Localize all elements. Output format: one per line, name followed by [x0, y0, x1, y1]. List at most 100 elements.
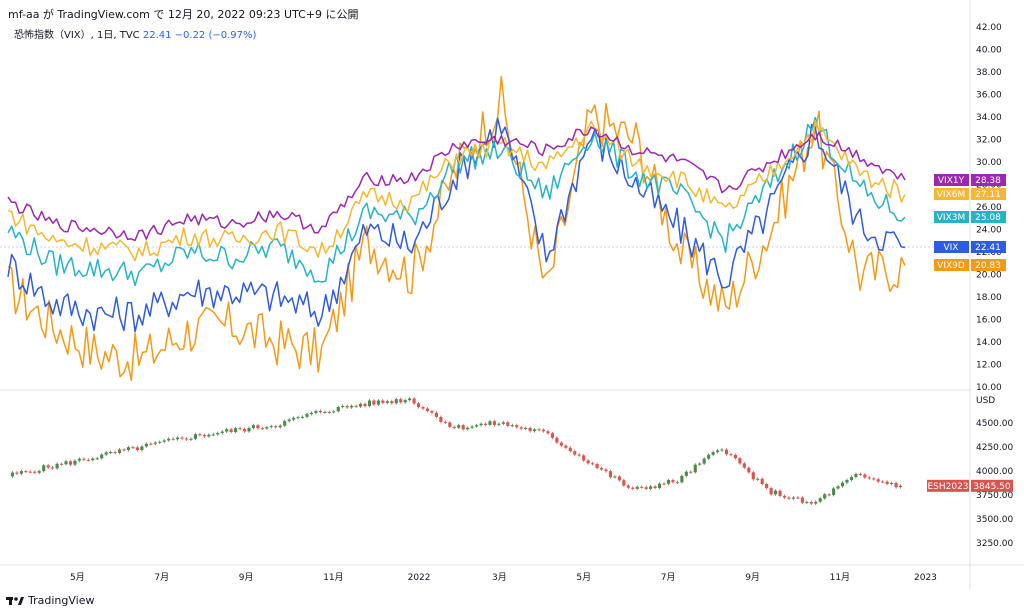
time-axis-label: 2023	[914, 573, 937, 583]
es-candle-body	[417, 403, 421, 408]
es-candle-body	[787, 497, 791, 499]
series-line-vix6m	[7, 119, 906, 262]
es-candle-body	[689, 471, 693, 473]
vix-y-tick-label: 40.00	[976, 46, 1002, 56]
es-candle-body	[537, 429, 541, 431]
vix-y-tick-label: 36.00	[976, 91, 1002, 101]
es-candle-body	[372, 400, 376, 405]
es-candle-body	[122, 449, 126, 451]
series-tag-name: VIX9D	[937, 261, 965, 271]
es-candle-body	[95, 458, 99, 460]
time-axis-label: 11月	[830, 572, 850, 583]
series-line-vix3m	[7, 116, 906, 287]
es-candle-body	[657, 483, 662, 489]
es-y-tick-label: 4500.00	[976, 419, 1013, 429]
series-tag-name: VIX1Y	[938, 176, 965, 186]
series-tag-value: 22.41	[975, 243, 1001, 253]
es-candle-body	[894, 482, 898, 488]
es-candle-body	[466, 427, 470, 430]
es-candle-body	[341, 405, 345, 407]
es-candle-body	[791, 497, 795, 499]
es-tag-value: 3845.50	[973, 482, 1010, 492]
es-candle-body	[332, 411, 336, 413]
time-axis-label: 7月	[661, 572, 676, 583]
es-candle-body	[207, 434, 211, 437]
es-candle-body	[858, 474, 862, 476]
es-candle-body	[305, 414, 309, 417]
es-candle-body	[845, 480, 849, 483]
es-candle-body	[524, 427, 528, 429]
es-candle-body	[283, 421, 287, 426]
es-candle-body	[430, 411, 434, 413]
es-candle-body	[751, 472, 755, 480]
es-candle-body	[608, 471, 613, 478]
es-candle-body	[260, 428, 264, 430]
es-candle-body	[408, 398, 412, 401]
es-candle-body	[613, 476, 617, 478]
es-candle-body	[573, 451, 577, 455]
es-candle-body	[729, 454, 733, 456]
brand-name: TradingView	[28, 594, 95, 607]
series-tag-value-bg	[971, 188, 1006, 200]
es-candle-body	[756, 478, 760, 480]
vix-y-tick-label: 14.00	[976, 338, 1002, 348]
es-candle-body	[82, 458, 86, 460]
es-candle-body	[229, 429, 233, 433]
es-candle-body	[528, 427, 532, 432]
es-candle-body	[381, 400, 385, 403]
es-y-tick-label: 3250.00	[976, 539, 1013, 549]
series-tag-name-bg	[934, 188, 969, 200]
es-candle-body	[131, 447, 135, 449]
es-y-tick-label: 4250.00	[976, 443, 1013, 453]
es-candle-body	[323, 411, 327, 413]
vix-y-tick-label: 42.00	[976, 23, 1002, 33]
es-candle-body	[238, 428, 242, 430]
es-candle-body	[519, 427, 523, 429]
es-candle-body	[350, 405, 354, 408]
es-candle-body	[64, 461, 68, 465]
es-candle-body	[684, 471, 688, 476]
symbol-legend[interactable]: 恐怖指数（VIX）, 1日, TVC 22.41 −0.22 (−0.97%)	[14, 26, 256, 41]
vix-y-tick-label: 18.00	[976, 293, 1002, 303]
vix-y-tick-label: 10.00	[976, 383, 1002, 393]
es-y-tick-label: 4000.00	[976, 467, 1013, 477]
es-candle-body	[778, 490, 782, 496]
es-candle-body	[318, 410, 322, 413]
es-candle-body	[617, 476, 621, 481]
es-candle-body	[140, 446, 144, 451]
es-candle-body	[568, 447, 572, 452]
es-candle-body	[711, 452, 715, 455]
time-axis-label: 5月	[576, 572, 591, 583]
es-candle-body	[760, 478, 764, 485]
es-candle-body	[193, 434, 197, 439]
es-candle-body	[546, 431, 550, 434]
series-tag-value-bg	[971, 211, 1006, 223]
es-candle-body	[73, 460, 77, 465]
es-candle-body	[800, 497, 804, 503]
es-candle-body	[555, 437, 559, 443]
es-candle-body	[118, 449, 122, 453]
vix-y-tick-label: 16.00	[976, 316, 1002, 326]
series-tag-value: 25.08	[975, 213, 1001, 223]
es-candle-body	[488, 421, 492, 425]
es-candle-body	[733, 454, 737, 459]
brand-footer[interactable]: TradingView	[6, 594, 94, 607]
series-tag-name: VIX	[944, 243, 959, 253]
es-candle-body	[327, 411, 331, 413]
series-tag-value: 27.11	[975, 190, 1001, 200]
es-candle-body	[515, 425, 519, 428]
es-candle-body	[702, 458, 706, 464]
time-axis-label: 5月	[70, 572, 85, 583]
es-candle-body	[309, 412, 314, 415]
es-candle-body	[149, 443, 153, 445]
es-candle-body	[15, 472, 19, 474]
es-candle-body	[180, 437, 184, 439]
es-candle-body	[492, 421, 496, 425]
es-candle-body	[814, 501, 818, 504]
es-candle-body	[100, 454, 104, 459]
es-candle-body	[720, 449, 724, 451]
es-candle-body	[863, 474, 867, 478]
es-candle-body	[591, 463, 595, 465]
tradingview-logo-icon	[6, 596, 24, 605]
